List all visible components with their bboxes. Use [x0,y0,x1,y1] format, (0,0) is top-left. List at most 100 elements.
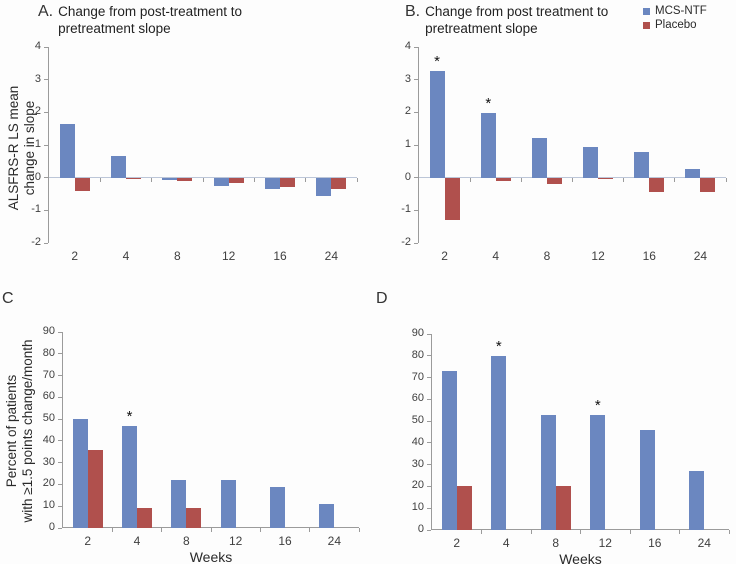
x-tick-mark [572,177,573,182]
y-tick-label: 60 [411,392,424,405]
panel-c: C Percent of patients with ≥1.5 points c… [0,282,368,564]
x-tick-mark [259,528,261,532]
bar-mcs-ntf-week-4 [111,156,126,178]
x-tick-label: 16 [278,534,292,548]
x-tick-label: 12 [221,249,236,263]
y-tick-mark [58,375,62,377]
x-tick-mark [728,530,730,534]
panel-d-plot: 0 10 20 30 40 50 60 70 80 90 * * 2 4 8 12 16 24 Weeks [412,327,730,564]
panel-c-y-axis-label-line1: Percent of patients [4,374,19,488]
y-tick-label: 3 [404,72,411,85]
bar-placebo-week-8 [546,177,562,185]
x-tick-mark [725,177,727,182]
x-tick-label: 4 [122,249,130,263]
y-tick-label: 80 [42,346,55,359]
y-tick-label: 50 [411,414,424,427]
x-tick-label: 16 [648,536,662,550]
y-tick-mark [58,462,62,464]
x-axis-title: Weeks [559,551,602,564]
y-tick-label: 30 [42,455,55,468]
y-tick-label: -1 [401,203,411,216]
bar-mcs-ntf-week-2 [429,70,445,178]
y-tick-label: -2 [31,236,41,248]
y-tick-label: 90 [42,325,55,337]
panel-c-plot: 0 10 20 30 40 50 60 70 80 90 * 2 4 8 12 16 24 Weeks [43,325,360,564]
y-tick-label: 0 [48,521,55,533]
x-tick-mark [580,530,581,534]
x-tick-mark [623,177,625,182]
y-tick-mark [44,111,48,113]
significance-star: * [594,396,601,414]
x-tick-label: 12 [228,534,243,548]
y-tick-mark [427,420,431,422]
legend-label-placebo: Placebo [655,19,697,31]
y-tick-label: 10 [411,501,424,514]
x-tick-label: 2 [453,536,461,550]
placebo-swatch [643,21,650,29]
significance-star: * [485,95,492,113]
x-tick-mark [356,177,358,182]
bar-mcs-ntf-week-16 [639,429,655,530]
y-tick-label: 3 [34,72,41,85]
y-tick-mark [427,355,431,357]
y-tick-mark [58,527,62,529]
bar-mcs-ntf-week-8 [531,138,547,178]
x-tick-mark [358,528,360,532]
x-tick-label: 2 [71,249,78,263]
y-tick-mark [44,242,48,244]
y-tick-mark [427,485,431,487]
bar-placebo-week-4 [137,508,152,528]
y-tick-mark [414,209,418,211]
panel-b-title: B. Change from post treatment to pretrea… [405,3,630,37]
y-tick-label: 0 [34,170,41,183]
x-tick-label: 4 [133,534,141,548]
y-tick-mark [58,353,62,355]
y-tick-label: 60 [42,390,55,403]
y-tick-mark [44,46,48,48]
x-tick-mark [210,528,212,532]
bar-placebo-week-2 [456,486,472,530]
y-tick-label: 20 [42,477,55,490]
y-tick-mark [427,377,431,379]
panel-d-letter: D [376,290,388,307]
y-tick-label: 1 [34,138,41,150]
x-tick-label: 8 [173,249,181,263]
y-tick-label: 70 [411,370,424,383]
x-tick-label: 24 [324,249,338,263]
bar-mcs-ntf-week-12 [220,480,236,528]
y-tick-mark [427,464,431,466]
y-tick-label: 4 [404,40,411,52]
x-tick-mark [679,530,680,534]
bar-placebo-week-16 [280,177,295,188]
y-tick-mark [414,46,418,48]
y-tick-mark [58,483,62,485]
x-tick-mark [309,528,311,532]
bar-placebo-week-16 [649,177,665,193]
panel-a-title: A. Change from post-treatment to pretrea… [38,3,243,37]
x-tick-mark [151,177,153,182]
legend-item-mcs-ntf: MCS-NTF [643,5,707,17]
panel-b-letter: B. [405,3,421,20]
y-tick-mark [414,111,418,113]
bar-placebo-week-12 [228,177,244,183]
x-tick-mark [111,528,113,532]
y-tick-mark [427,507,431,509]
significance-star: * [126,407,133,425]
panel-a-plot: -2 -1 0 1 2 3 4 2 4 8 12 16 24 [31,40,358,263]
significance-star: * [434,52,440,70]
y-tick-label: 1 [404,138,411,150]
legend: MCS-NTF Placebo [643,5,707,31]
bar-mcs-ntf-week-8 [171,480,187,528]
bar-placebo-week-12 [598,177,614,179]
y-tick-mark [427,333,431,335]
x-tick-mark [481,530,482,534]
y-tick-label: 40 [42,433,55,446]
x-tick-mark [520,177,522,182]
bar-mcs-ntf-week-8 [540,414,556,530]
x-tick-label: 2 [84,534,91,548]
y-tick-label: 50 [42,412,55,425]
bar-mcs-ntf-week-24 [689,471,705,530]
bar-mcs-ntf-week-24 [685,168,701,178]
y-tick-label: -1 [31,203,41,216]
